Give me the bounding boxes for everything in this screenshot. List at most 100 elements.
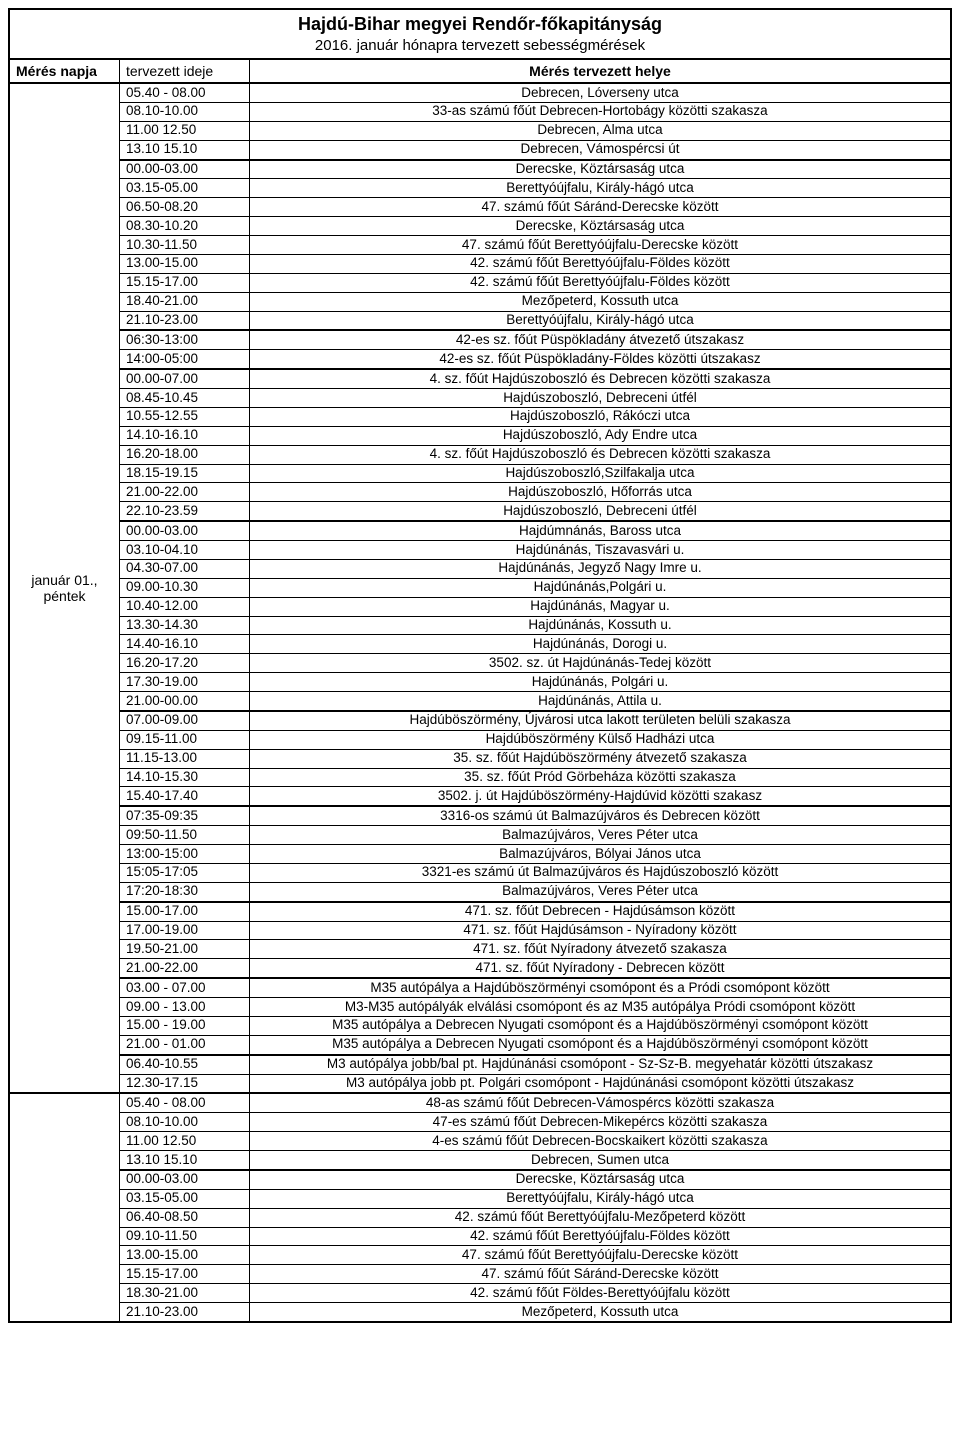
table-row: 06.40-08.5042. számú főút Berettyóújfalu… bbox=[120, 1209, 950, 1228]
time-cell: 13.30-14.30 bbox=[120, 617, 250, 635]
table-row: 21.00-00.00Hajdúnánás, Attila u. bbox=[120, 692, 950, 712]
table-row: 03.10-04.10Hajdúnánás, Tiszavasvári u. bbox=[120, 541, 950, 560]
table-row: 08.45-10.45Hajdúszoboszló, Debreceni útf… bbox=[120, 389, 950, 408]
location-cell: 48-as számú főút Debrecen-Vámospércs köz… bbox=[250, 1094, 950, 1112]
time-cell: 15.15-17.00 bbox=[120, 274, 250, 292]
location-cell: 42. számú főút Berettyóújfalu-Földes köz… bbox=[250, 274, 950, 292]
location-cell: Hajdúszoboszló, Rákóczi utca bbox=[250, 408, 950, 426]
time-cell: 15:05-17:05 bbox=[120, 864, 250, 882]
time-cell: 21.00-00.00 bbox=[120, 692, 250, 710]
location-cell: M3 autópálya jobb pt. Polgári csomópont … bbox=[250, 1075, 950, 1093]
time-cell: 14.40-16.10 bbox=[120, 635, 250, 653]
table-row: 14.40-16.10Hajdúnánás, Dorogi u. bbox=[120, 635, 950, 654]
rows-block-2: 05.40 - 08.0048-as számú főút Debrecen-V… bbox=[120, 1094, 950, 1321]
time-cell: 06:30-13:00 bbox=[120, 331, 250, 349]
time-cell: 09:50-11.50 bbox=[120, 826, 250, 844]
location-cell: 42-es sz. főút Püspökladány-Földes közöt… bbox=[250, 350, 950, 368]
time-cell: 17:20-18:30 bbox=[120, 883, 250, 901]
table-row: 13.10 15.10Debrecen, Vámospércsi út bbox=[120, 141, 950, 161]
time-cell: 15.00 - 19.00 bbox=[120, 1017, 250, 1035]
location-cell: Hajdúnánás, Tiszavasvári u. bbox=[250, 541, 950, 559]
table-row: 17.00-19.00471. sz. főút Hajdúsámson - N… bbox=[120, 922, 950, 941]
time-cell: 14:00-05:00 bbox=[120, 350, 250, 368]
page-title: Hajdú-Bihar megyei Rendőr-főkapitányság bbox=[10, 10, 950, 37]
table-row: 18.15-19.15Hajdúszoboszló,Szilfakalja ut… bbox=[120, 465, 950, 484]
time-cell: 21.00-22.00 bbox=[120, 483, 250, 501]
header-location: Mérés tervezett helye bbox=[250, 60, 950, 82]
location-cell: 3321-es számú út Balmazújváros és Hajdús… bbox=[250, 864, 950, 882]
time-cell: 21.00 - 01.00 bbox=[120, 1036, 250, 1054]
location-cell: Hajdúnánás, Attila u. bbox=[250, 692, 950, 710]
location-cell: Hajdúmnánás, Baross utca bbox=[250, 522, 950, 540]
time-cell: 08.10-10.00 bbox=[120, 1113, 250, 1131]
location-cell: 4. sz. főút Hajdúszoboszló és Debrecen k… bbox=[250, 446, 950, 464]
location-cell: 3316-os számú út Balmazújváros és Debrec… bbox=[250, 807, 950, 825]
location-cell: Hajdúszoboszló, Hőforrás utca bbox=[250, 483, 950, 501]
table-row: 22.10-23.59Hajdúszoboszló, Debreceni útf… bbox=[120, 502, 950, 522]
location-cell: 42. számú főút Berettyóújfalu-Földes köz… bbox=[250, 255, 950, 273]
table-row: 21.00 - 01.00M35 autópálya a Debrecen Ny… bbox=[120, 1036, 950, 1056]
table-row: 06.50-08.2047. számú főút Sáránd-Derecsk… bbox=[120, 198, 950, 217]
time-cell: 06.40-08.50 bbox=[120, 1209, 250, 1227]
time-cell: 11.00 12.50 bbox=[120, 122, 250, 140]
time-cell: 08.30-10.20 bbox=[120, 217, 250, 235]
location-cell: Mezőpeterd, Kossuth utca bbox=[250, 293, 950, 311]
table-row: 13:00-15:00Balmazújváros, Bólyai János u… bbox=[120, 845, 950, 864]
location-cell: Balmazújváros, Veres Péter utca bbox=[250, 826, 950, 844]
time-cell: 15.00-17.00 bbox=[120, 903, 250, 921]
table-row: 09.15-11.00Hajdúböszörmény Külső Hadházi… bbox=[120, 731, 950, 750]
table-row: 15.00-17.00471. sz. főút Debrecen - Hajd… bbox=[120, 903, 950, 922]
table-row: 05.40 - 08.0048-as számú főút Debrecen-V… bbox=[120, 1094, 950, 1113]
location-cell: 471. sz. főút Nyíradony - Debrecen közöt… bbox=[250, 959, 950, 977]
time-cell: 13.10 15.10 bbox=[120, 141, 250, 159]
time-cell: 14.10-15.30 bbox=[120, 769, 250, 787]
location-cell: 47. számú főút Berettyóújfalu-Derecske k… bbox=[250, 1246, 950, 1264]
table-row: 09.00-10.30Hajdúnánás,Polgári u. bbox=[120, 579, 950, 598]
location-cell: 35. sz. főút Hajdúböszörmény átvezető sz… bbox=[250, 750, 950, 768]
location-cell: Balmazújváros, Veres Péter utca bbox=[250, 883, 950, 901]
time-cell: 09.00-10.30 bbox=[120, 579, 250, 597]
time-cell: 00.00-03.00 bbox=[120, 161, 250, 179]
table-row: 03.00 - 07.00M35 autópálya a Hajdúböször… bbox=[120, 979, 950, 998]
location-cell: Derecske, Köztársaság utca bbox=[250, 217, 950, 235]
time-cell: 09.15-11.00 bbox=[120, 731, 250, 749]
location-cell: Debrecen, Lóverseny utca bbox=[250, 84, 950, 102]
location-cell: 471. sz. főút Nyíradony átvezető szakasz… bbox=[250, 940, 950, 958]
table-row: 17.30-19.00Hajdúnánás, Polgári u. bbox=[120, 673, 950, 692]
time-cell: 14.10-16.10 bbox=[120, 427, 250, 445]
table-row: 10.40-12.00Hajdúnánás, Magyar u. bbox=[120, 598, 950, 617]
time-cell: 15.15-17.00 bbox=[120, 1265, 250, 1283]
time-cell: 06.50-08.20 bbox=[120, 198, 250, 216]
page-subtitle: 2016. január hónapra tervezett sebességm… bbox=[10, 37, 950, 60]
time-cell: 13.10 15.10 bbox=[120, 1151, 250, 1169]
location-cell: Hajdúszoboszló, Debreceni útfél bbox=[250, 502, 950, 520]
time-cell: 10.30-11.50 bbox=[120, 236, 250, 254]
location-cell: 42. számú főút Földes-Berettyóújfalu köz… bbox=[250, 1284, 950, 1302]
date-cell: január 01., péntek bbox=[10, 84, 120, 1092]
time-cell: 03.15-05.00 bbox=[120, 179, 250, 197]
table-row: 21.00-22.00Hajdúszoboszló, Hőforrás utca bbox=[120, 483, 950, 502]
location-cell: M35 autópálya a Debrecen Nyugati csomópo… bbox=[250, 1036, 950, 1054]
location-cell: 33-as számú főút Debrecen-Hortobágy közö… bbox=[250, 103, 950, 121]
location-cell: 47. számú főút Sáránd-Derecske között bbox=[250, 198, 950, 216]
table-row: 09.10-11.5042. számú főút Berettyóújfalu… bbox=[120, 1228, 950, 1247]
table-row: 09.00 - 13.00M3-M35 autópályák elválási … bbox=[120, 998, 950, 1017]
table-row: 08.10-10.0047-es számú főút Debrecen-Mik… bbox=[120, 1113, 950, 1132]
location-cell: 471. sz. főút Hajdúsámson - Nyíradony kö… bbox=[250, 922, 950, 940]
time-cell: 16.20-18.00 bbox=[120, 446, 250, 464]
location-cell: M3 autópálya jobb/bal pt. Hajdúnánási cs… bbox=[250, 1056, 950, 1074]
table-row: 13.10 15.10Debrecen, Sumen utca bbox=[120, 1151, 950, 1171]
table-row: 17:20-18:30Balmazújváros, Veres Péter ut… bbox=[120, 883, 950, 903]
time-cell: 17.00-19.00 bbox=[120, 922, 250, 940]
table-row: 10.55-12.55Hajdúszoboszló, Rákóczi utca bbox=[120, 408, 950, 427]
table-row: 13.00-15.0042. számú főút Berettyóújfalu… bbox=[120, 255, 950, 274]
location-cell: Hajdúszoboszló,Szilfakalja utca bbox=[250, 465, 950, 483]
location-cell: Derecske, Köztársaság utca bbox=[250, 1171, 950, 1189]
table-row: 00.00-03.00Derecske, Köztársaság utca bbox=[120, 1171, 950, 1190]
table-row: 18.30-21.0042. számú főút Földes-Beretty… bbox=[120, 1284, 950, 1303]
table-row: 14.10-15.3035. sz. főút Pród Görbeháza k… bbox=[120, 769, 950, 788]
table-row: 00.00-03.00Hajdúmnánás, Baross utca bbox=[120, 522, 950, 541]
location-cell: 4-es számú főút Debrecen-Bocskaikert köz… bbox=[250, 1132, 950, 1150]
location-cell: 47. számú főút Berettyóújfalu-Derecske k… bbox=[250, 236, 950, 254]
location-cell: Debrecen, Vámospércsi út bbox=[250, 141, 950, 159]
